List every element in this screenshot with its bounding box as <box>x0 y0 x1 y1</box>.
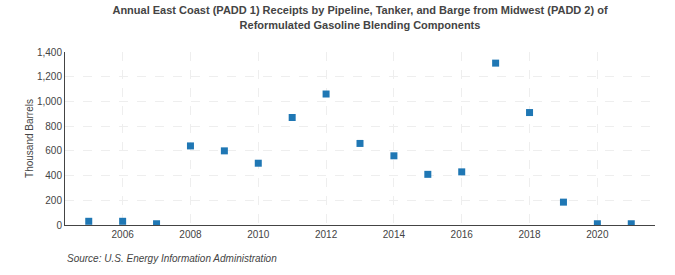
svg-text:Source: U.S. Energy Informatio: Source: U.S. Energy Information Administ… <box>67 253 277 264</box>
svg-text:400: 400 <box>45 170 62 181</box>
svg-text:800: 800 <box>45 121 62 132</box>
svg-text:600: 600 <box>45 145 62 156</box>
svg-text:1,200: 1,200 <box>37 71 62 82</box>
svg-text:2010: 2010 <box>247 229 270 240</box>
svg-text:Thousand Barrels: Thousand Barrels <box>24 99 35 178</box>
svg-text:Annual East Coast (PADD 1) Rec: Annual East Coast (PADD 1) Receipts by P… <box>112 4 607 30</box>
svg-text:1,000: 1,000 <box>37 96 62 107</box>
svg-text:0: 0 <box>56 220 62 231</box>
svg-text:2012: 2012 <box>315 229 338 240</box>
svg-text:2016: 2016 <box>451 229 474 240</box>
svg-text:1,400: 1,400 <box>37 47 62 58</box>
svg-text:2008: 2008 <box>179 229 202 240</box>
svg-text:2006: 2006 <box>112 229 135 240</box>
svg-text:2014: 2014 <box>383 229 406 240</box>
svg-text:200: 200 <box>45 195 62 206</box>
svg-text:2018: 2018 <box>518 229 541 240</box>
svg-text:2020: 2020 <box>586 229 609 240</box>
